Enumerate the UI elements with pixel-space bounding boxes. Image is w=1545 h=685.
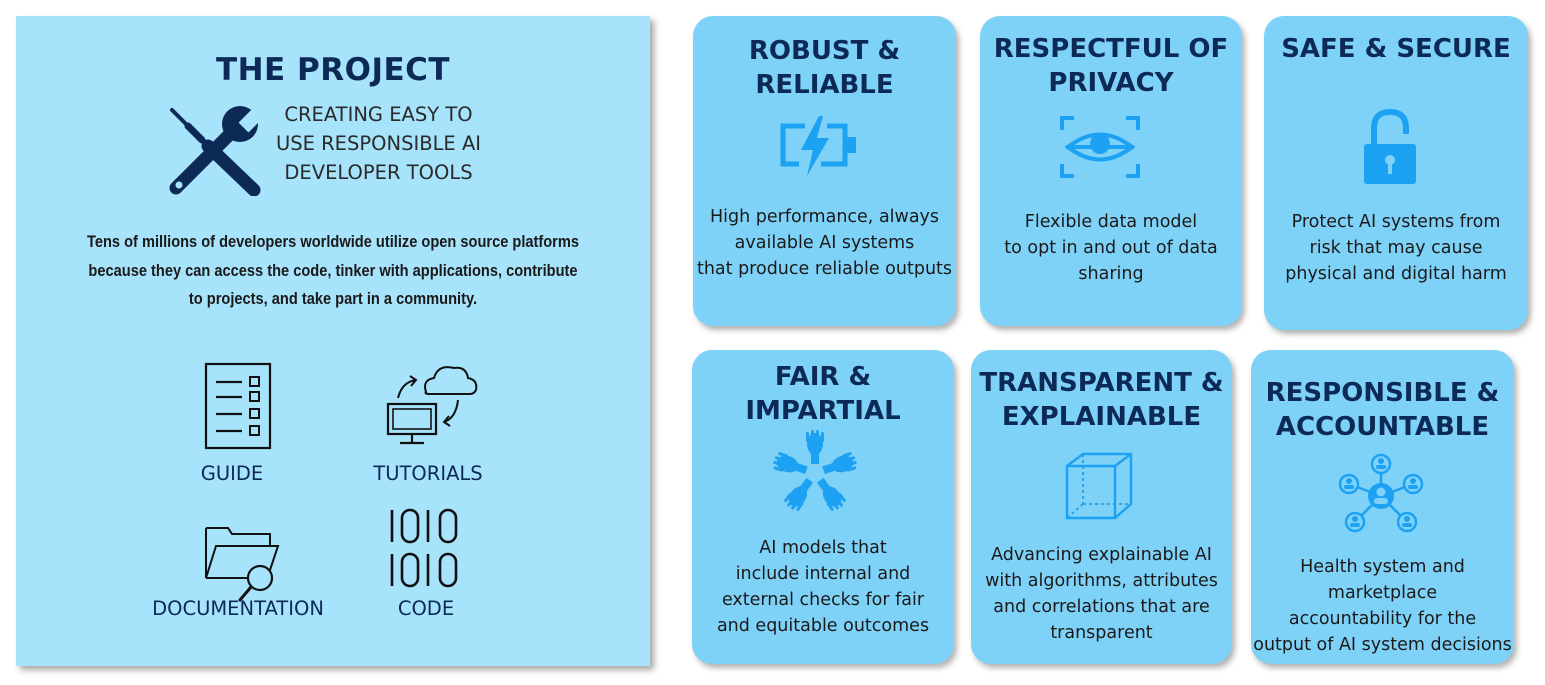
principle-card-responsible-accountable: RESPONSIBLE & ACCOUNTABLE Health sy	[1251, 350, 1514, 664]
people-network-icon	[1338, 453, 1424, 533]
principle-title: RESPONSIBLE & ACCOUNTABLE	[1265, 378, 1500, 442]
principle-description: High performance, always available AI sy…	[696, 207, 953, 279]
project-tagline: CREATING EASY TO USE RESPONSIBLE AI DEVE…	[275, 103, 482, 184]
resource-label-code[interactable]: CODE	[397, 597, 455, 620]
principle-title: RESPECTFUL OF PRIVACY	[993, 34, 1229, 98]
eye-scan-icon	[1060, 116, 1140, 178]
binary-code-icon	[390, 508, 458, 588]
principle-description: Flexible data model to opt in and out of…	[1004, 212, 1218, 284]
cloud-sync-computer-icon	[386, 366, 478, 445]
principle-description: Protect AI systems from risk that may ca…	[1285, 212, 1507, 284]
resource-label-tutorials[interactable]: TUTORIALS	[373, 462, 483, 485]
principle-card-safe-secure: SAFE & SECURE Protect AI systems from ri…	[1264, 16, 1528, 330]
principle-title: TRANSPARENT & EXPLAINABLE	[979, 368, 1224, 432]
resource-label-documentation[interactable]: DOCUMENTATION	[152, 597, 324, 620]
principle-description: Health system and marketplace accountabi…	[1253, 557, 1512, 655]
battery-charging-icon	[780, 116, 856, 176]
checklist-icon	[204, 362, 272, 450]
unlocked-padlock-icon	[1364, 108, 1416, 184]
principle-card-robust-reliable: ROBUST & RELIABLE High performance, alwa…	[693, 16, 956, 326]
project-description: Tens of millions of developers worldwide…	[86, 232, 580, 308]
principle-title: SAFE & SECURE	[1281, 34, 1511, 64]
resource-label-guide[interactable]: GUIDE	[200, 462, 264, 485]
principle-title: ROBUST & RELIABLE	[748, 36, 901, 100]
hands-together-icon	[773, 430, 857, 511]
principle-description: AI models that include internal and exte…	[716, 538, 930, 636]
project-panel: THE PROJECT CREATING EASY TO USE RESPONS…	[16, 16, 650, 666]
principle-card-fair-impartial: FAIR & IMPARTIAL AI models that include …	[692, 350, 954, 664]
principle-card-transparent-explainable: TRANSPARENT & EXPLAINABLE Advancing expl…	[971, 350, 1232, 664]
folder-search-icon	[205, 527, 280, 602]
principle-title: FAIR & IMPARTIAL	[745, 362, 901, 426]
transparent-cube-icon	[1065, 452, 1133, 520]
principle-card-respectful-privacy: RESPECTFUL OF PRIVACY Flexible data mode…	[980, 16, 1242, 326]
principle-description: Advancing explainable AI with algorithms…	[985, 545, 1218, 643]
project-title: THE PROJECT	[215, 52, 451, 88]
wrench-screwdriver-icon	[169, 106, 264, 196]
